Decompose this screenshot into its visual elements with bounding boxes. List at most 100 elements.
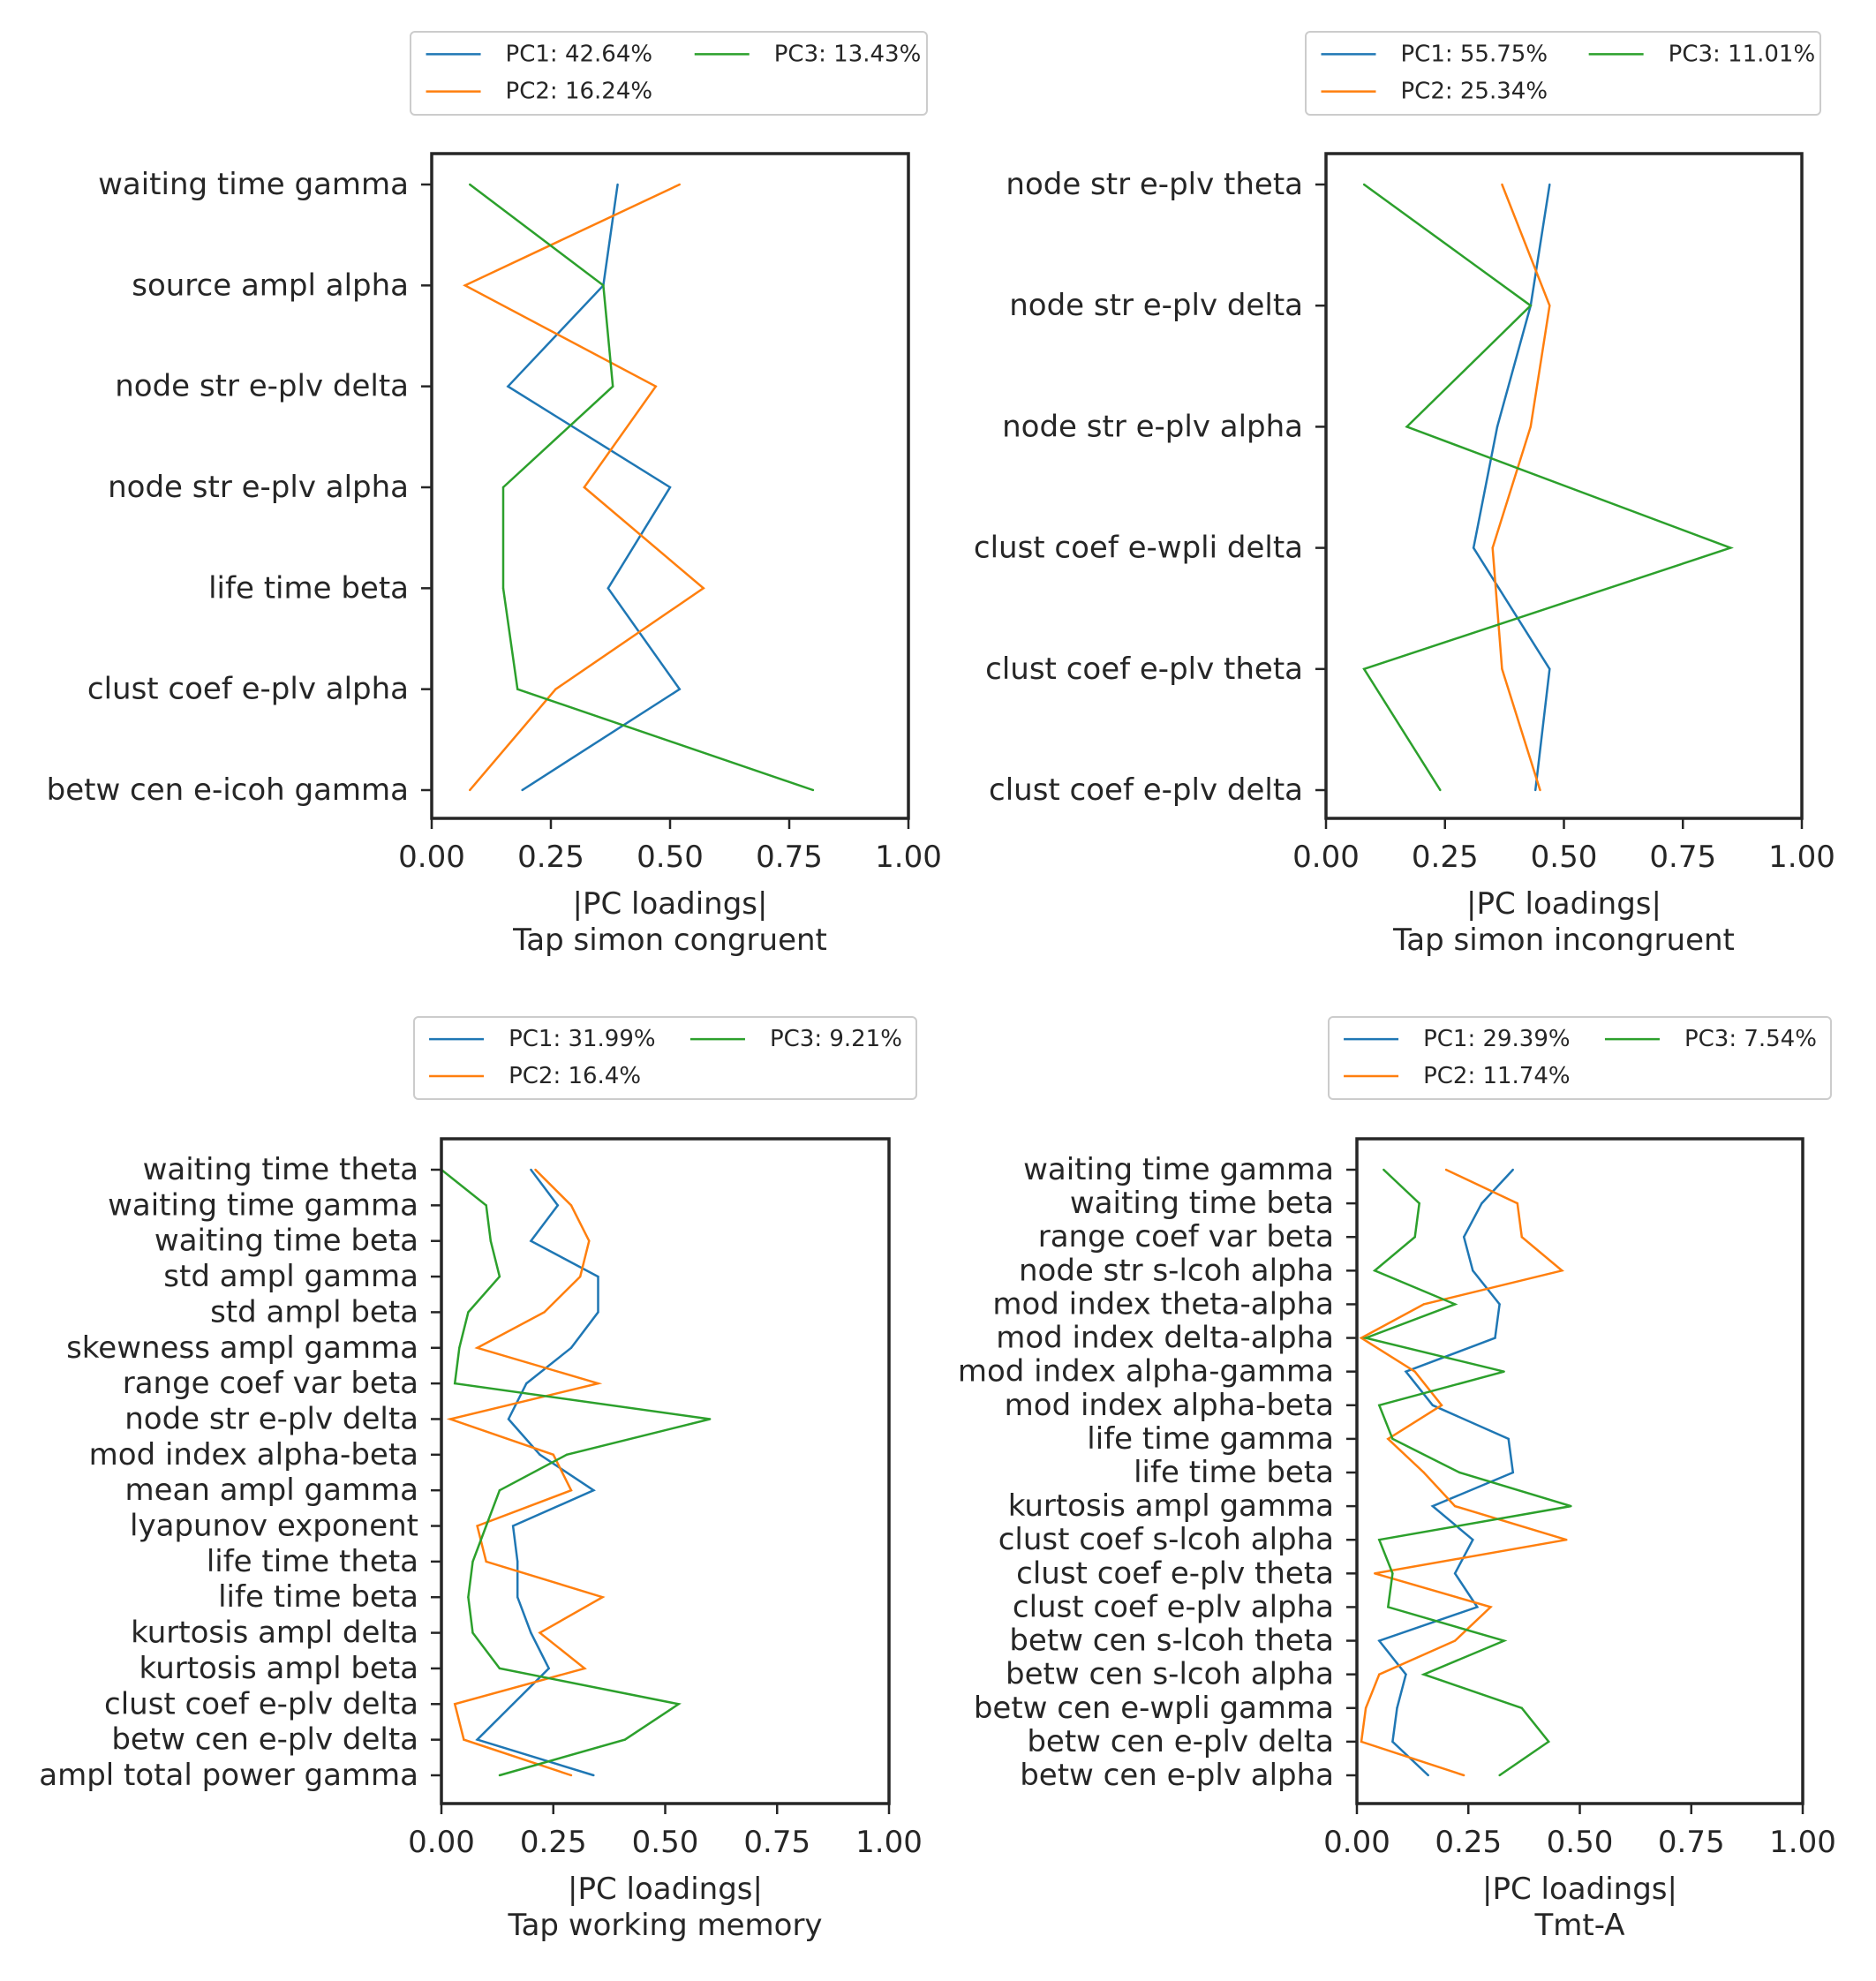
data-point-pc3 — [501, 587, 505, 590]
series-line-pc3 — [1361, 1169, 1571, 1777]
data-point-pc1 — [1472, 1269, 1474, 1272]
legend-label-pc2: PC2: 11.74% — [1423, 1063, 1571, 1089]
series-line-pc2 — [1359, 1168, 1567, 1777]
data-point-pc3 — [1364, 1337, 1367, 1339]
x-tick-label: 0.50 — [1547, 1825, 1614, 1860]
data-point-pc2 — [597, 1382, 599, 1385]
data-point-pc2 — [588, 1239, 591, 1242]
data-point-pc3 — [498, 1275, 501, 1278]
series-line-pc1 — [506, 184, 682, 792]
y-tick-label: waiting time gamma — [108, 1187, 418, 1223]
data-point-pc2 — [578, 1275, 582, 1278]
data-point-pc2 — [463, 284, 466, 287]
data-point-pc2 — [469, 788, 471, 792]
data-point-pc2 — [1422, 1303, 1425, 1306]
y-tick-label: clust coef e-plv delta — [989, 772, 1303, 808]
data-point-pc3 — [471, 1560, 474, 1563]
y-tick-label: clust coef e-plv theta — [1016, 1555, 1334, 1591]
y-tick-label: node str e-plv theta — [1006, 167, 1303, 202]
data-point-pc2 — [1422, 1471, 1425, 1474]
data-point-pc2 — [552, 1453, 554, 1457]
data-point-pc1 — [1480, 1201, 1483, 1205]
x-tick-label: 1.00 — [1768, 840, 1835, 875]
data-point-pc3 — [498, 1774, 501, 1777]
y-tick-label: mod index theta-alpha — [992, 1286, 1334, 1322]
data-point-pc3 — [467, 1311, 470, 1314]
data-point-pc1 — [1427, 1774, 1430, 1777]
data-point-pc3 — [1529, 305, 1532, 307]
x-tick-label: 0.00 — [1323, 1825, 1390, 1860]
y-tick-label: betw cen e-plv alpha — [1020, 1758, 1334, 1793]
y-tick-label: life time beta — [1134, 1455, 1334, 1490]
data-point-pc2 — [583, 486, 585, 489]
legend-label-pc3: PC3: 9.21% — [770, 1026, 902, 1052]
data-point-pc1 — [1405, 1370, 1407, 1373]
y-tick-label: node str e-plv delta — [1009, 288, 1303, 323]
data-point-pc3 — [498, 1488, 501, 1492]
data-point-pc2 — [1501, 183, 1503, 186]
data-point-pc2 — [1548, 305, 1551, 307]
y-tick-label: kurtosis ampl delta — [131, 1616, 418, 1651]
data-point-pc3 — [485, 1525, 487, 1527]
data-point-pc3 — [1453, 1303, 1457, 1306]
series-line-pc3 — [441, 1169, 711, 1777]
data-point-pc1 — [616, 183, 619, 186]
y-tick-label: clust coef e-plv theta — [985, 652, 1303, 687]
x-tick-label: 0.25 — [1435, 1825, 1502, 1860]
data-point-pc2 — [534, 1168, 537, 1171]
data-point-pc2 — [1378, 1673, 1381, 1676]
legend-frame — [413, 1016, 917, 1100]
y-tick-label: mod index alpha-beta — [89, 1437, 418, 1473]
data-point-pc2 — [1489, 1606, 1492, 1608]
data-point-pc2 — [1561, 1269, 1563, 1272]
x-tick-label: 1.00 — [1769, 1825, 1836, 1860]
legend-label-pc1: PC1: 29.39% — [1423, 1026, 1571, 1052]
data-point-pc2 — [1491, 546, 1494, 549]
data-point-pc2 — [1444, 1168, 1448, 1171]
y-tick-label: kurtosis ampl gamma — [1008, 1488, 1334, 1524]
data-point-pc1 — [511, 1525, 515, 1527]
plot-frame — [440, 1137, 891, 1805]
data-point-pc1 — [547, 1667, 550, 1670]
data-point-pc1 — [1476, 1606, 1479, 1608]
y-tick-label: node str e-plv alpha — [108, 470, 409, 505]
data-point-pc3 — [677, 1703, 680, 1706]
legend-label-pc3: PC3: 7.54% — [1684, 1026, 1817, 1052]
x-tick-label: 0.00 — [398, 840, 465, 875]
data-point-pc1 — [592, 1488, 595, 1492]
data-point-pc1 — [597, 1311, 599, 1314]
data-point-pc1 — [1533, 788, 1537, 792]
series-line-pc3 — [1362, 183, 1734, 791]
y-tick-label: betw cen e-wpli gamma — [974, 1691, 1334, 1726]
data-point-pc1 — [511, 1703, 515, 1706]
data-point-pc1 — [476, 1738, 478, 1741]
x-tick-label: 1.00 — [875, 840, 942, 875]
data-point-pc1 — [1453, 1572, 1457, 1575]
series-line-pc2 — [446, 1169, 606, 1777]
x-axis-label: |PC loadings| — [568, 1872, 763, 1907]
data-point-pc3 — [458, 1346, 461, 1349]
x-tick-label: 0.25 — [520, 1825, 587, 1860]
data-point-pc3 — [1422, 1673, 1425, 1676]
y-tick-label: mod index alpha-gamma — [958, 1354, 1334, 1390]
panel-subtitle: Tap simon incongruent — [1392, 923, 1735, 958]
x-axis-label: |PC loadings| — [573, 886, 768, 922]
data-point-pc1 — [530, 1239, 532, 1242]
chart-panel-2: node str e-plv theta node str e-plv delta… — [974, 31, 1835, 958]
y-tick-label: mean ampl gamma — [124, 1473, 418, 1508]
series-line-pc3 — [469, 184, 814, 792]
plot-frame — [1355, 1137, 1804, 1805]
data-point-pc2 — [1453, 1639, 1457, 1642]
y-tick-label: source ampl alpha — [132, 267, 409, 303]
data-point-pc3 — [1362, 183, 1366, 186]
y-tick-label: kurtosis ampl beta — [139, 1651, 418, 1686]
data-point-pc2 — [1453, 1504, 1457, 1508]
data-point-pc1 — [1496, 426, 1499, 428]
data-point-pc1 — [1511, 1168, 1514, 1171]
data-point-pc2 — [543, 1311, 546, 1314]
y-tick-label: life time beta — [218, 1579, 418, 1615]
x-tick-label: 0.25 — [517, 840, 584, 875]
y-tick-label: betw cen e-icoh gamma — [47, 772, 409, 808]
data-point-pc2 — [1413, 1370, 1416, 1373]
